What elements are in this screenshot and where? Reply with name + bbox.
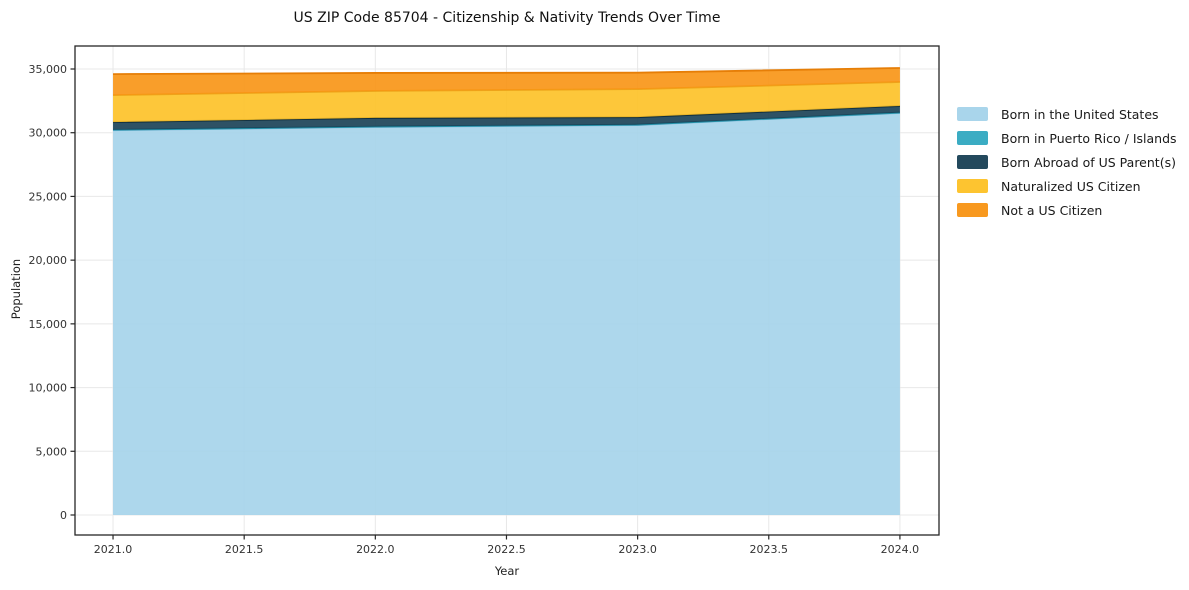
x-axis-label: Year (494, 564, 520, 578)
x-tick-labels: 2021.0 2021.5 2022.0 2022.5 2023.0 2023.5 2024… (94, 543, 919, 556)
legend-swatch-not-citizen (957, 203, 988, 217)
y-tick-label: 15,000 (29, 318, 68, 331)
y-tick-label: 5,000 (36, 445, 68, 458)
legend-swatch-born-abroad (957, 155, 988, 169)
area-fill-not-citizen (113, 67, 900, 96)
y-tick-label: 35,000 (29, 63, 68, 76)
legend-item-born-abroad: Born Abroad of US Parent(s) (957, 154, 1177, 170)
y-tick-label: 0 (60, 509, 67, 522)
chart-title: US ZIP Code 85704 - Citizenship & Nativi… (293, 10, 721, 26)
x-tick-label: 2023.5 (750, 543, 789, 556)
x-tick-label: 2021.0 (94, 543, 133, 556)
legend-label: Born in Puerto Rico / Islands (1001, 130, 1177, 146)
area-not-citizen (113, 67, 900, 96)
area-fill-born-in-us (113, 112, 900, 515)
legend-label: Born Abroad of US Parent(s) (1001, 154, 1176, 170)
x-tick-label: 2022.5 (487, 543, 526, 556)
y-tick-label: 20,000 (29, 254, 68, 267)
y-tick-labels: 0 5,000 10,000 15,000 20,000 25,000 30,000 35,0… (29, 63, 68, 522)
axis-ticks (70, 68, 901, 540)
x-tick-label: 2021.5 (225, 543, 264, 556)
x-tick-label: 2024.0 (881, 543, 920, 556)
legend-label: Not a US Citizen (1001, 202, 1103, 218)
legend-item-not-citizen: Not a US Citizen (957, 202, 1177, 218)
stacked-areas (113, 67, 900, 515)
area-edge-not-citizen (113, 67, 900, 75)
legend-item-born-pr-islands: Born in Puerto Rico / Islands (957, 130, 1177, 146)
x-tick-label: 2022.0 (356, 543, 395, 556)
legend-swatch-born-pr-islands (957, 131, 988, 145)
legend-label: Born in the United States (1001, 106, 1159, 122)
legend: Born in the United States Born in Puerto … (957, 107, 1177, 227)
y-tick-label: 30,000 (29, 127, 68, 140)
legend-item-born-in-us: Born in the United States (957, 106, 1177, 122)
legend-swatch-born-in-us (957, 107, 988, 121)
x-tick-label: 2023.0 (618, 543, 657, 556)
legend-swatch-naturalized (957, 179, 988, 193)
y-tick-label: 25,000 (29, 190, 68, 203)
y-tick-label: 10,000 (29, 382, 68, 395)
area-born-in-us (113, 112, 900, 515)
legend-label: Naturalized US Citizen (1001, 178, 1141, 194)
legend-item-naturalized: Naturalized US Citizen (957, 178, 1177, 194)
y-axis-label: Population (9, 258, 23, 320)
